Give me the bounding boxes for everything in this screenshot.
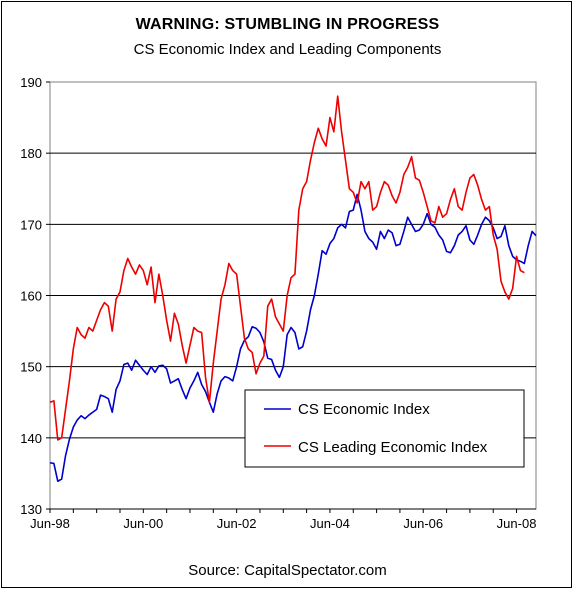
x-tick-label: Jun-00 [123,516,163,531]
y-axis: 130 140 150 160 170 180 190 [20,75,50,517]
chart-source: Source: CapitalSpectator.com [188,562,387,579]
legend-label-leading: CS Leading Economic Index [298,439,488,456]
series-lines [49,95,537,483]
chart-subtitle: CS Economic Index and Leading Components [133,41,442,58]
x-tick-label: Jun-98 [30,516,70,531]
x-tick-label: Jun-04 [310,516,350,531]
x-tick-label: Jun-08 [497,516,537,531]
x-axis: Jun-98 Jun-00 Jun-02 Jun-04 Jun-06 Jun-08 [30,508,537,531]
legend: CS Economic Index CS Leading Economic In… [244,389,525,468]
y-tick-label: 170 [20,217,42,232]
y-tick-label: 150 [20,360,42,375]
x-tick-label: Jun-06 [403,516,443,531]
series-line-economic-index [49,193,537,483]
x-tick-label: Jun-02 [217,516,257,531]
legend-label-economic: CS Economic Index [298,401,430,418]
chart-title: WARNING: STUMBLING IN PROGRESS [135,16,440,33]
y-tick-label: 130 [20,502,42,517]
y-tick-label: 190 [20,75,42,90]
y-tick-label: 140 [20,431,42,446]
series-line-leading-index [49,95,525,441]
y-tick-label: 180 [20,146,42,161]
y-tick-label: 160 [20,289,42,304]
legend-box [244,389,525,468]
